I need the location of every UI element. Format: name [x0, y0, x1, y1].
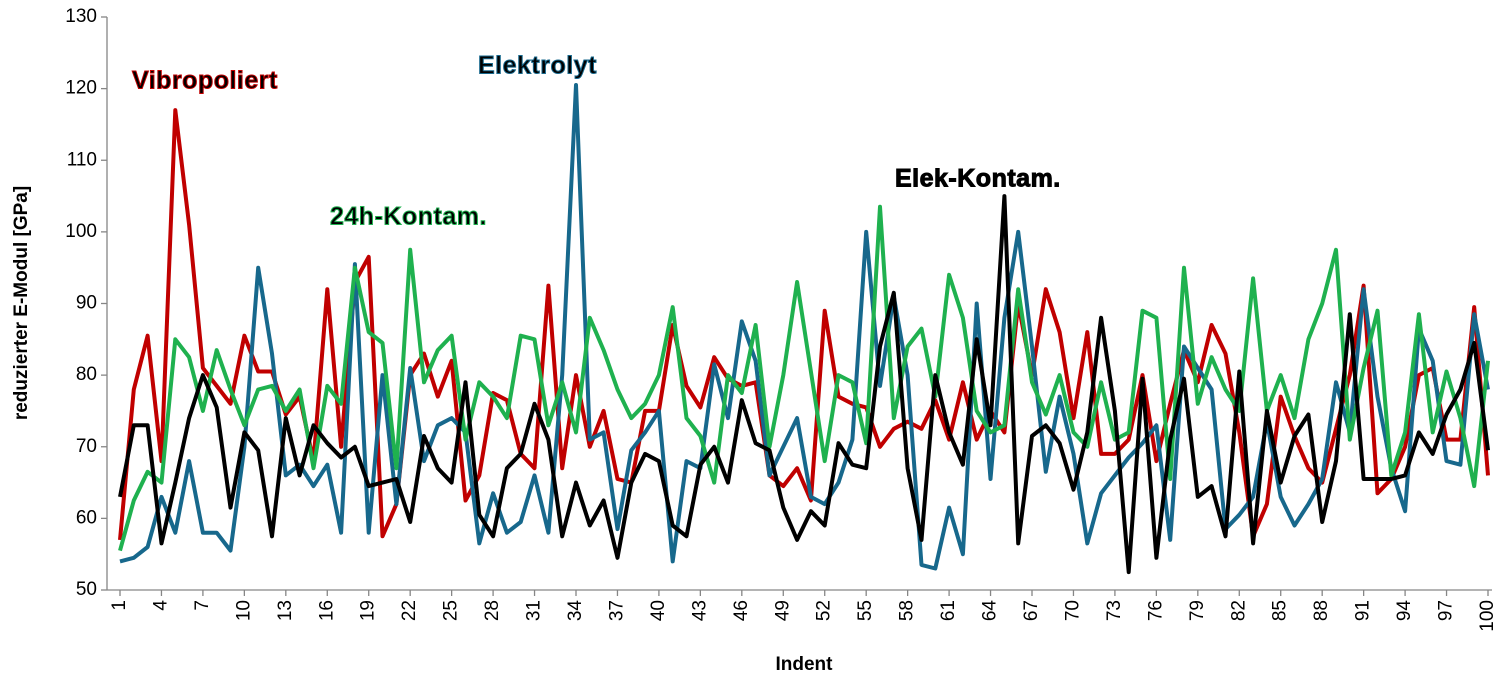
x-tick-label: 100: [1477, 600, 1495, 632]
x-tick-label: 97: [1436, 600, 1457, 621]
y-tick-label: 120: [65, 78, 97, 99]
series-label: Elektrolyt: [478, 52, 597, 80]
x-tick-label: 13: [275, 600, 296, 621]
x-tick-label: 28: [482, 600, 503, 621]
x-tick-label: 94: [1394, 600, 1415, 622]
x-tick-label: 76: [1145, 600, 1166, 621]
x-tick-label: 49: [772, 600, 793, 621]
x-tick-label: 91: [1353, 600, 1374, 621]
x-tick-label: 55: [855, 600, 876, 621]
y-tick-label: 110: [67, 149, 97, 170]
y-tick-label: 50: [76, 579, 97, 600]
x-tick-label: 40: [648, 600, 669, 621]
y-tick-label: 70: [76, 436, 97, 457]
series-line: [118, 194, 1490, 575]
x-tick-label: 52: [814, 600, 835, 621]
x-tick-label: 16: [316, 600, 337, 621]
x-tick-label: 67: [1021, 600, 1042, 621]
y-tick-label: 130: [65, 6, 97, 27]
x-tick-label: 88: [1311, 600, 1332, 621]
y-axis-label: reduzierter E-Modul [GPa]: [11, 186, 32, 420]
x-tick-label: 61: [938, 600, 959, 621]
x-tick-label: 79: [1187, 600, 1208, 621]
x-tick-label: 73: [1104, 600, 1125, 621]
x-tick-label: 25: [441, 600, 462, 621]
x-tick-label: 46: [731, 600, 752, 621]
x-tick-label: 37: [606, 600, 627, 621]
y-tick-label: 80: [76, 364, 97, 385]
y-tick-label: 60: [76, 507, 97, 528]
x-tick-label: 82: [1228, 600, 1249, 621]
x-tick-label: 58: [897, 600, 918, 621]
x-axis-label: Indent: [776, 654, 834, 675]
x-tick-label: 31: [524, 600, 545, 621]
series-label: Elek-Kontam.: [895, 165, 1061, 193]
x-tick-label: 34: [565, 600, 586, 622]
series-label: Vibropoliert: [132, 67, 278, 95]
x-tick-label: 85: [1270, 600, 1291, 621]
x-tick-label: 70: [1062, 600, 1083, 621]
x-tick-label: 7: [192, 600, 213, 611]
x-tick-label: 10: [233, 600, 254, 621]
x-tick-label: 4: [150, 600, 171, 611]
x-tick-label: 43: [689, 600, 710, 621]
x-tick-label: 22: [399, 600, 420, 621]
x-tick-label: 19: [358, 600, 379, 621]
y-tick-label: 90: [76, 293, 97, 314]
series-line: [118, 204, 1490, 552]
series-label: 24h-Kontam.: [330, 203, 487, 231]
x-tick-label: 64: [980, 600, 1001, 622]
y-tick-label: 100: [65, 221, 97, 242]
x-tick-label: 1: [109, 600, 130, 611]
